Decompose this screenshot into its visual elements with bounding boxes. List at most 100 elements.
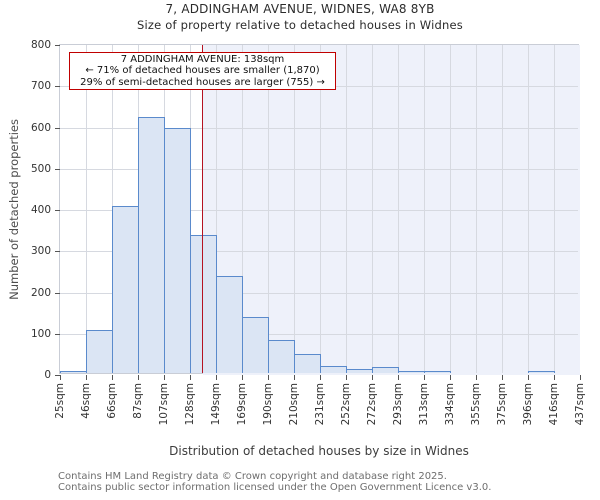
h-gridline: [60, 333, 578, 335]
histogram-bar: [190, 234, 217, 373]
histogram-bar: [320, 365, 347, 373]
x-tick-mark: [476, 375, 477, 380]
v-gridline: [502, 45, 503, 373]
histogram-bar: [424, 371, 451, 373]
y-tick-label: 100: [30, 327, 51, 340]
histogram-bar: [372, 367, 399, 373]
x-tick-label: 149sqm: [210, 383, 222, 426]
y-tick-mark: [55, 86, 60, 88]
x-tick-mark: [190, 375, 191, 380]
x-tick-label: 396sqm: [522, 383, 534, 426]
x-tick-label: 272sqm: [366, 383, 378, 426]
x-tick-label: 128sqm: [184, 383, 196, 426]
v-gridline: [268, 45, 269, 373]
footer-attribution-1: Contains HM Land Registry data © Crown c…: [58, 471, 447, 482]
y-tick-label: 600: [30, 121, 51, 134]
v-gridline: [320, 45, 321, 373]
y-tick-mark: [55, 127, 60, 129]
histogram-bar: [86, 329, 113, 373]
y-tick-mark: [55, 168, 60, 170]
v-gridline: [424, 45, 425, 373]
h-gridline: [60, 251, 578, 253]
marker-line: [201, 45, 204, 373]
histogram-bar: [268, 340, 295, 373]
x-tick-label: 252sqm: [340, 383, 352, 426]
v-gridline: [528, 45, 529, 373]
y-tick-mark: [55, 375, 60, 376]
x-tick-label: 169sqm: [236, 383, 248, 426]
x-axis-title: Distribution of detached houses by size …: [169, 444, 469, 458]
x-tick-label: 437sqm: [574, 383, 586, 426]
h-gridline: [60, 210, 578, 211]
v-gridline: [450, 45, 451, 373]
v-gridline: [476, 45, 477, 373]
x-tick-label: 25sqm: [54, 383, 66, 419]
annotation-box: 7 ADDINGHAM AVENUE: 138sqm ← 71% of deta…: [69, 52, 336, 90]
v-gridline: [554, 45, 555, 373]
x-tick-mark: [294, 375, 295, 380]
x-tick-mark: [164, 375, 165, 380]
histogram-bar: [60, 371, 87, 373]
plot-area: 7 ADDINGHAM AVENUE: 138sqm ← 71% of deta…: [31, 39, 586, 425]
histogram-bar: [216, 276, 243, 373]
y-tick-label: 800: [30, 39, 51, 51]
x-tick-label: 46sqm: [80, 383, 92, 419]
x-tick-mark: [502, 375, 503, 380]
x-tick-mark: [138, 375, 139, 380]
x-tick-mark: [216, 375, 217, 380]
chart-title: 7, ADDINGHAM AVENUE, WIDNES, WA8 8YB: [165, 2, 435, 16]
h-gridline: [60, 292, 578, 294]
y-tick-label: 500: [30, 162, 51, 175]
annotation-line-3: 29% of semi-detached houses are larger (…: [80, 76, 325, 88]
x-tick-label: 231sqm: [314, 383, 326, 426]
x-tick-mark: [528, 375, 529, 380]
h-gridline: [60, 127, 578, 129]
x-tick-label: 313sqm: [418, 383, 430, 426]
v-gridline: [346, 45, 347, 373]
annotation-line-2: ← 71% of detached houses are smaller (1,…: [85, 65, 320, 77]
x-tick-label: 416sqm: [548, 383, 560, 426]
x-tick-mark: [60, 375, 61, 380]
x-tick-mark: [372, 375, 373, 380]
x-tick-mark: [242, 375, 243, 380]
y-tick-mark: [55, 210, 60, 211]
x-tick-mark: [346, 375, 347, 380]
v-gridline: [372, 45, 373, 373]
y-tick-mark: [55, 333, 60, 335]
v-gridline: [242, 45, 243, 373]
x-tick-label: 210sqm: [288, 383, 300, 426]
y-tick-label: 200: [30, 286, 51, 299]
x-tick-mark: [580, 375, 581, 380]
x-tick-mark: [112, 375, 113, 380]
v-gridline: [294, 45, 295, 373]
histogram-bar: [164, 127, 191, 373]
x-tick-mark: [450, 375, 451, 380]
histogram-bar: [398, 371, 425, 373]
y-tick-label: 0: [44, 369, 51, 381]
y-tick-label: 300: [30, 245, 51, 258]
chart-subtitle: Size of property relative to detached ho…: [137, 18, 463, 32]
histogram-bar: [112, 205, 139, 373]
x-tick-label: 107sqm: [158, 383, 170, 426]
v-gridline: [398, 45, 399, 373]
x-tick-label: 66sqm: [106, 383, 118, 419]
x-tick-mark: [424, 375, 425, 380]
v-gridline: [216, 45, 217, 373]
x-tick-mark: [554, 375, 555, 380]
v-gridline: [86, 45, 87, 373]
histogram-bar: [138, 117, 165, 373]
annotation-line-1: 7 ADDINGHAM AVENUE: 138sqm: [120, 54, 285, 65]
x-tick-label: 355sqm: [470, 383, 482, 426]
y-tick-mark: [55, 251, 60, 253]
x-tick-label: 87sqm: [132, 383, 144, 419]
h-gridline: [60, 168, 578, 170]
histogram-bar: [528, 371, 555, 373]
y-tick-label: 700: [30, 80, 51, 93]
histogram-bar: [294, 354, 321, 373]
footer-attribution-2: Contains public sector information licen…: [58, 482, 492, 493]
x-tick-label: 375sqm: [496, 383, 508, 426]
histogram-bar: [242, 317, 269, 373]
x-tick-mark: [398, 375, 399, 380]
x-tick-mark: [320, 375, 321, 380]
